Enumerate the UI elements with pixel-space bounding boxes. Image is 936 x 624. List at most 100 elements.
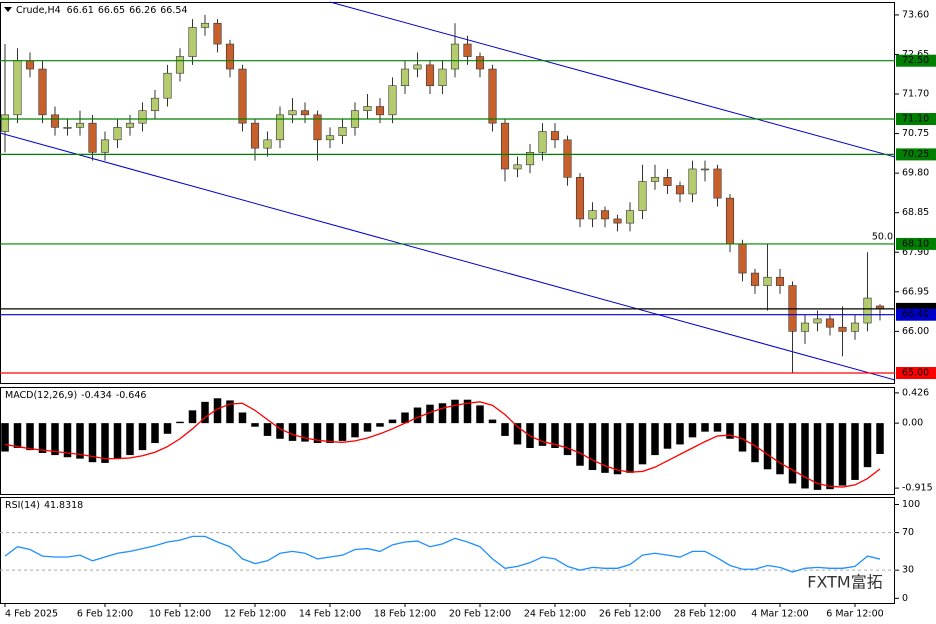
candle-body [563,139,572,178]
y-tick-label: 68.85 [902,207,929,218]
candle-body [250,122,260,149]
macd-bar [51,423,59,456]
candle-body [225,43,235,70]
candle-body [688,168,697,195]
macd-bar [676,423,684,445]
x-tick-label: 6 Mar 12:00 [826,609,883,620]
candle-body [163,72,172,99]
macd-bar [463,399,472,424]
candle-body [300,110,310,116]
candle-body [525,152,535,166]
candle-body [400,68,410,86]
macd-bar [163,423,172,434]
macd-bar [263,423,272,436]
signal-line [4,401,881,488]
macd-bar [451,399,459,424]
candle-body [263,139,272,149]
candle-body [438,68,447,86]
candle-body [863,297,872,324]
candle-body [375,106,385,116]
macd-bar [13,423,22,448]
x-tick-label: 10 Feb 12:00 [149,609,211,620]
macd-bar [151,423,159,444]
macd-bar [413,407,422,424]
macd-bar [426,404,434,424]
macd-bar [838,423,847,486]
macd-header: MACD(12,26,9) -0.434 -0.646 [5,390,146,401]
level-label: 70.25 [902,149,929,160]
x-tick-label: 4 Mar 12:00 [751,609,808,620]
macd-bar [726,423,734,439]
candle-body [275,114,285,141]
macd-bar [376,423,384,427]
candle-body [713,168,722,199]
y-tick-label: 72.65 [902,49,929,60]
macd-bar [863,423,872,468]
candle-body [750,272,760,286]
candle-body [588,210,597,220]
candle-body [213,22,222,45]
macd-bar [851,423,859,480]
macd-bar [763,423,772,470]
macd-bar [751,423,759,463]
symbol: Crude,H4 [16,5,61,16]
ohlc-low: 66.26 [129,5,156,16]
macd-bar [551,423,559,448]
candle-body [638,181,647,211]
candle-body [613,218,622,224]
macd-bar [688,423,697,438]
macd-bar [513,423,522,445]
candle-body [663,177,672,186]
macd-bar [113,423,122,459]
macd-bar [813,423,822,490]
macd-bar [138,423,147,451]
candle-body [363,106,372,111]
candle-body [0,114,10,132]
level-note: 50.0 [872,231,893,242]
candle-body [138,110,147,124]
macd-bar [363,423,372,432]
y-tick-label: 66.95 [902,286,929,297]
candle-body [775,276,785,286]
candle-body [75,122,85,128]
macd-bar [738,423,747,452]
level-label: 71.10 [902,114,929,125]
macd-bar [238,412,247,424]
y-tick-label: 66.00 [902,326,929,337]
menu-arrow[interactable] [4,7,12,12]
macd-bar [76,423,84,459]
y-tick-label: 0 [902,593,908,604]
chart-header: Crude,H4 66.61 66.65 66.26 66.54 [16,5,187,16]
candle-body [388,85,397,116]
level-label-box [896,367,936,380]
macd-value: -0.434 [81,390,112,401]
candle-body [825,318,835,328]
macd-bar [613,423,622,475]
candle-body [650,177,660,182]
level-label: 68.10 [902,238,929,249]
macd-bar [638,423,647,465]
macd-bar [338,423,347,441]
macd-bar [826,423,834,490]
level-label-box [896,113,936,126]
y-tick-label: 73.60 [902,9,929,20]
macd-bar [788,423,797,484]
price-panel [0,2,895,384]
candle-body [500,122,510,170]
macd-bar [388,419,397,424]
y-tick-label: 70 [902,527,914,538]
macd-bar [188,410,197,424]
candle-body [625,210,635,224]
candle-body [188,27,197,57]
level-label: 65.00 [902,368,929,379]
candle-body [675,185,685,195]
y-tick-label: 70.75 [902,128,929,139]
y-tick-label: 71.70 [902,89,929,100]
candle-body [63,127,72,129]
macd-bar [438,403,447,424]
candle-body [38,68,47,116]
macd-bar [201,401,209,424]
candle-body [450,43,460,70]
macd-bar [1,423,9,452]
